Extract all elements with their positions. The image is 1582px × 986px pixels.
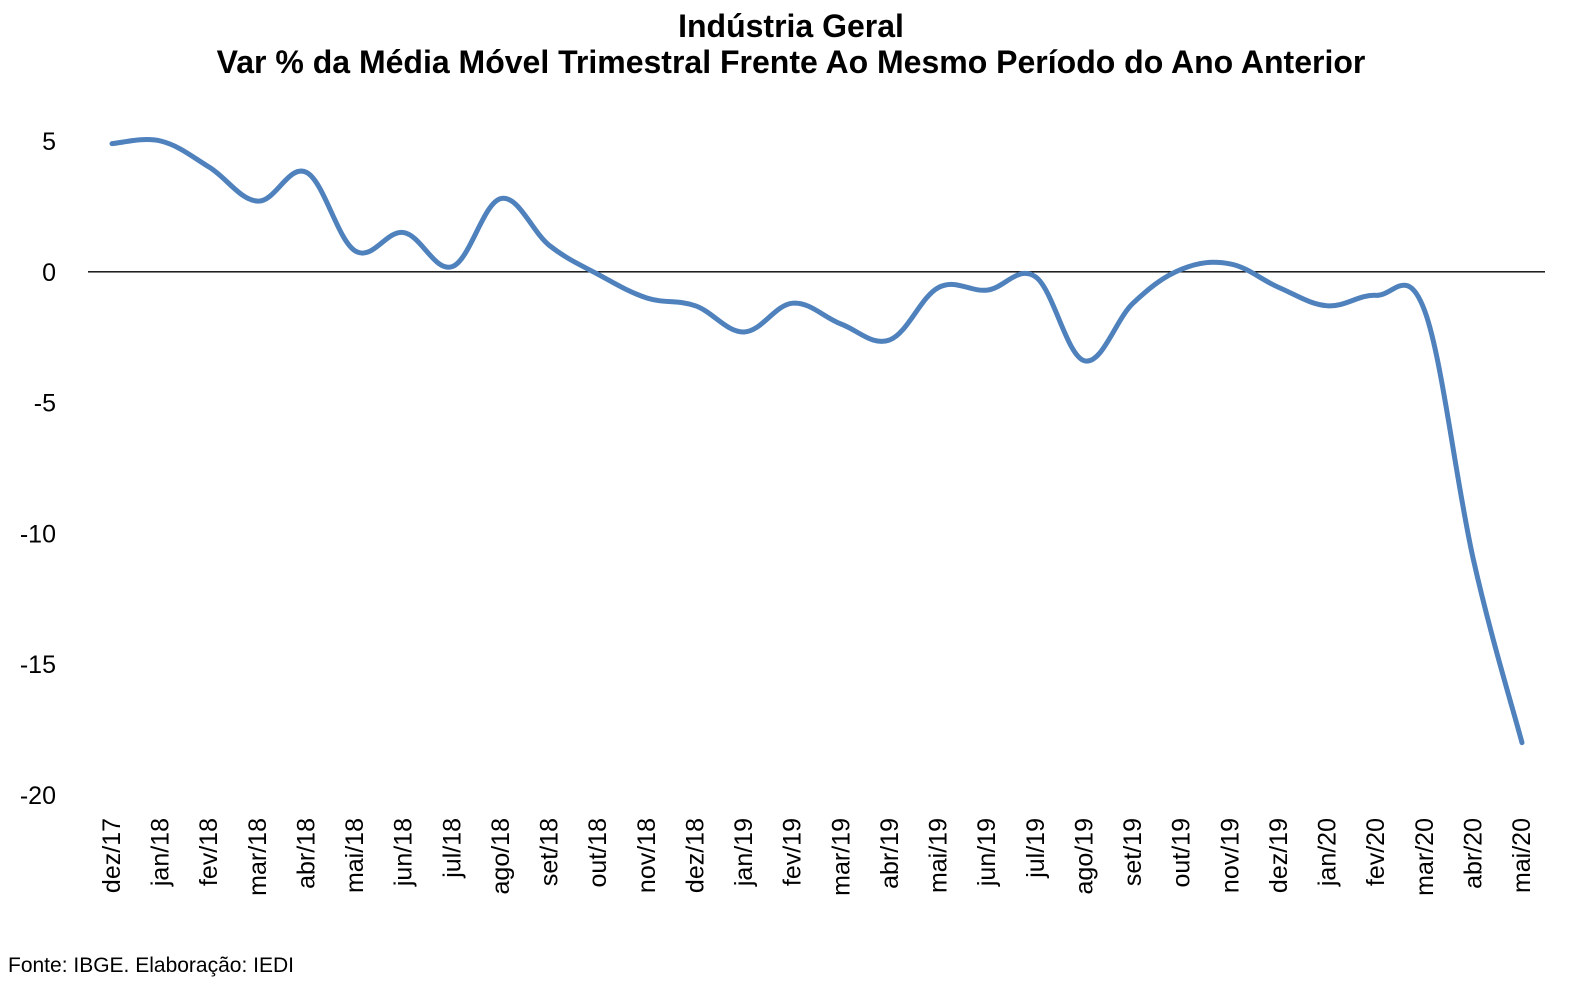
x-tick-label: dez/18 [681,818,709,893]
y-axis: 5 0 -5 -10 -15 -20 [20,128,56,810]
x-tick-label: jul/19 [1022,818,1050,879]
x-tick-label: jul/18 [438,818,466,879]
x-tick-label: set/18 [536,818,564,886]
x-axis: dez/17 jan/18 fev/18 mar/18 abr/18 mai/18 jun/… [98,818,1536,896]
x-tick-label: mar/19 [827,818,855,896]
chart-subtitle: Var % da Média Móvel Trimestral Frente A… [216,44,1366,80]
x-tick-label: jan/18 [147,818,175,887]
y-tick-label: -10 [20,520,56,548]
x-tick-label: jan/20 [1314,818,1342,887]
x-tick-label: mar/20 [1411,818,1439,896]
x-tick-label: abr/20 [1459,818,1487,889]
x-tick-label: dez/17 [98,818,126,893]
x-tick-label: set/19 [1119,818,1147,886]
y-tick-label: -5 [34,390,56,418]
x-tick-label: fev/19 [779,818,807,886]
x-tick-label: dez/19 [1265,818,1293,893]
x-tick-label: out/19 [1168,818,1196,888]
x-tick-label: mai/18 [341,818,369,893]
x-tick-label: out/18 [584,818,612,888]
x-tick-label: abr/19 [876,818,904,889]
x-tick-label: jan/19 [730,818,758,887]
x-tick-label: fev/18 [195,818,223,886]
line-chart: 5 0 -5 -10 -15 -20 dez/17 jan/18 fev/18 mar/18 ab… [20,128,1545,896]
x-tick-label: jun/18 [390,818,418,887]
y-tick-label: -20 [20,782,56,810]
y-tick-label: 5 [42,128,56,156]
x-tick-label: ago/19 [1070,818,1098,894]
x-tick-label: ago/18 [487,818,515,894]
y-tick-label: -15 [20,651,56,679]
x-tick-label: nov/19 [1216,818,1244,893]
x-tick-label: jun/19 [973,818,1001,887]
chart-title-block: Indústria Geral Var % da Média Móvel Tri… [0,8,1582,80]
y-tick-label: 0 [42,259,56,287]
x-tick-label: abr/18 [292,818,320,889]
chart-title: Indústria Geral [678,8,904,44]
series-line [109,137,1525,746]
x-tick-label: fev/20 [1362,818,1390,886]
x-tick-label: mai/20 [1508,818,1536,893]
x-tick-label: mai/19 [925,818,953,893]
source-note: Fonte: IBGE. Elaboração: IEDI [8,954,294,977]
x-tick-label: nov/18 [633,818,661,893]
x-tick-label: mar/18 [244,818,272,896]
